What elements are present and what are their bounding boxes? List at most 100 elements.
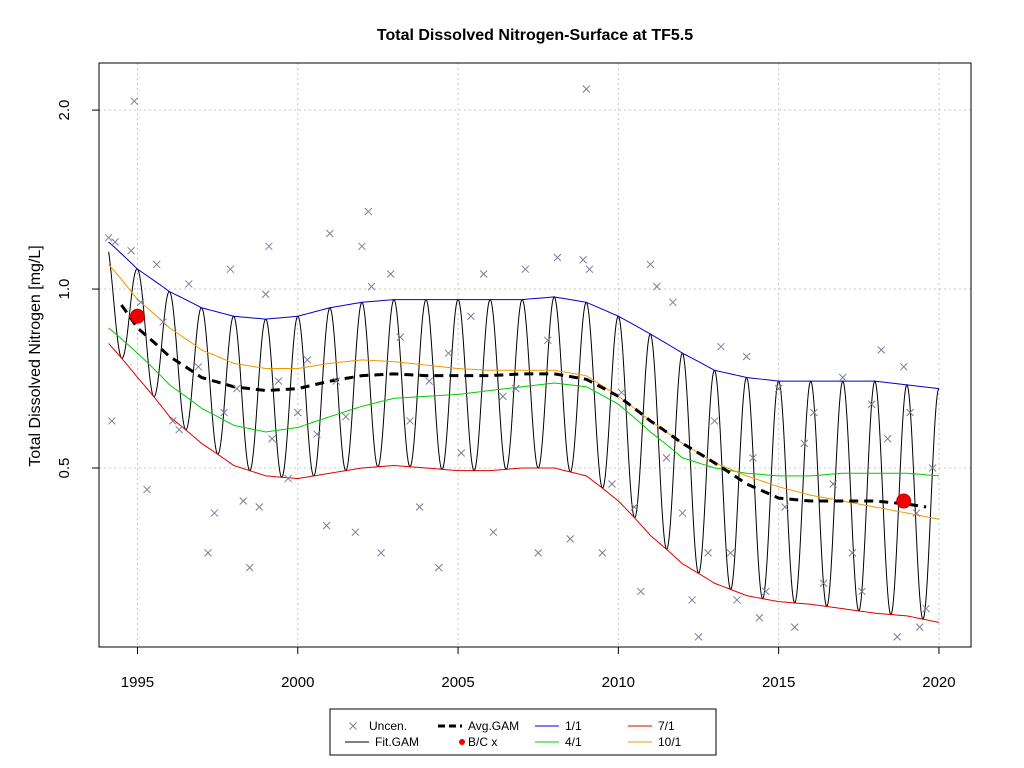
data-point-uncensored xyxy=(893,633,902,641)
data-point-uncensored xyxy=(899,362,908,371)
uncensored-points xyxy=(104,85,937,641)
data-point-bc xyxy=(896,493,912,509)
data-point-uncensored xyxy=(293,408,302,417)
data-point-uncensored xyxy=(608,480,616,488)
data-point-uncensored xyxy=(107,417,116,425)
legend-label: Avg.GAM xyxy=(468,719,519,733)
x-tick-label: 2020 xyxy=(922,674,955,691)
data-point-uncensored xyxy=(534,548,543,557)
data-point-uncensored xyxy=(521,265,530,274)
legend-item: Avg.GAM xyxy=(438,719,519,733)
data-point-uncensored xyxy=(226,265,235,274)
series-line-fit-gam xyxy=(108,251,940,620)
data-point-uncensored xyxy=(406,417,414,425)
series-line-oct1 xyxy=(108,264,940,520)
chart-title: Total Dissolved Nitrogen-Surface at TF5.… xyxy=(377,27,693,44)
legend-label: Fit.GAM xyxy=(375,735,419,749)
data-point-uncensored xyxy=(630,503,639,511)
data-point-uncensored xyxy=(838,373,847,382)
data-point-uncensored xyxy=(774,384,783,393)
data-point-uncensored xyxy=(912,509,921,517)
data-point-uncensored xyxy=(749,454,757,462)
data-point-uncensored xyxy=(367,282,376,291)
data-point-uncensored xyxy=(829,480,838,488)
data-point-uncensored xyxy=(136,298,145,307)
legend-label: 10/1 xyxy=(658,735,682,749)
data-point-uncensored xyxy=(511,384,520,393)
legend-label: Uncen. xyxy=(369,719,407,733)
data-point-uncensored xyxy=(265,242,273,251)
x-tick-label: 2015 xyxy=(762,674,795,691)
legend-swatch xyxy=(459,739,465,745)
series-line-apr1 xyxy=(108,327,939,477)
x-axis: 1995 2000 2005 2010 2015 2020 xyxy=(121,647,956,691)
data-point-uncensored xyxy=(245,563,254,572)
legend-item: 10/1 xyxy=(628,735,682,749)
y-tick-label: 0.5 xyxy=(56,458,73,479)
data-point-uncensored xyxy=(906,408,914,417)
data-point-uncensored xyxy=(867,400,876,409)
data-point-uncensored xyxy=(175,425,184,434)
data-point-uncensored xyxy=(425,377,434,386)
y-tick-label: 1.0 xyxy=(56,279,73,300)
data-point-uncensored xyxy=(553,253,562,262)
data-point-uncensored xyxy=(239,497,248,505)
data-point-uncensored xyxy=(489,528,498,537)
data-point-uncensored xyxy=(585,265,594,274)
data-point-uncensored xyxy=(341,412,350,421)
data-point-uncensored xyxy=(617,388,626,397)
data-point-uncensored xyxy=(130,97,139,106)
data-point-uncensored xyxy=(313,430,321,439)
legend-label: 4/1 xyxy=(565,735,582,749)
data-point-uncensored xyxy=(688,596,696,604)
data-point-uncensored xyxy=(261,290,270,299)
series-line-jan1 xyxy=(108,241,939,390)
data-point-uncensored xyxy=(377,548,385,557)
data-point-uncensored xyxy=(111,238,119,246)
data-point-uncensored xyxy=(255,503,264,511)
legend-label: B/C x xyxy=(468,735,497,749)
data-point-uncensored xyxy=(800,439,809,448)
data-point-uncensored xyxy=(781,503,789,511)
legend-item: B/C x xyxy=(459,735,497,749)
data-point-uncensored xyxy=(543,336,552,345)
legend-swatch xyxy=(349,722,357,730)
legend-item: Fit.GAM xyxy=(345,735,419,749)
data-point-uncensored xyxy=(579,255,587,264)
data-point-uncensored xyxy=(444,349,453,358)
data-point-uncensored xyxy=(159,318,167,326)
data-point-uncensored xyxy=(104,233,113,242)
data-point-uncensored xyxy=(479,270,488,278)
data-point-uncensored xyxy=(790,623,799,631)
legend-item: Uncen. xyxy=(349,719,407,733)
legend-label: 1/1 xyxy=(565,719,582,733)
data-point-uncensored xyxy=(636,587,645,596)
legend-label: 7/1 xyxy=(658,719,675,733)
data-point-uncensored xyxy=(351,528,360,537)
data-point-uncensored xyxy=(582,85,591,93)
data-point-uncensored xyxy=(755,613,764,622)
data-point-uncensored xyxy=(726,548,735,557)
data-point-uncensored xyxy=(434,563,443,572)
legend-box xyxy=(329,708,717,756)
data-point-bc xyxy=(129,308,145,324)
series-layer xyxy=(108,241,940,623)
data-point-uncensored xyxy=(499,392,507,401)
data-point-uncensored xyxy=(717,342,725,351)
data-point-uncensored xyxy=(268,434,276,443)
data-point-uncensored xyxy=(232,384,241,393)
data-point-uncensored xyxy=(819,579,828,588)
data-point-uncensored xyxy=(662,454,671,462)
data-point-uncensored xyxy=(143,485,151,494)
data-point-uncensored xyxy=(704,548,712,557)
data-point-uncensored xyxy=(274,377,283,386)
x-tick-label: 2005 xyxy=(441,674,474,691)
data-point-uncensored xyxy=(152,260,161,269)
data-point-uncensored xyxy=(194,362,203,371)
data-point-uncensored xyxy=(127,246,135,255)
grid-lines xyxy=(99,63,971,647)
legend-item: 7/1 xyxy=(628,719,675,733)
data-point-uncensored xyxy=(204,548,212,557)
legend-item: 4/1 xyxy=(535,735,582,749)
